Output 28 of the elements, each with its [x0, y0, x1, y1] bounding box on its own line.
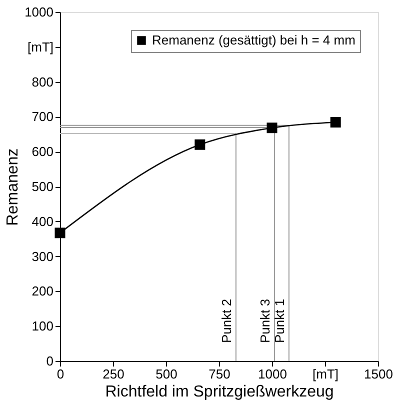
point [194, 139, 206, 150]
y-tick-label: 700 [32, 109, 54, 124]
y-tick-label: 400 [32, 214, 54, 229]
point [54, 228, 66, 238]
y-axis-title: Remanenz [4, 148, 22, 226]
y-tick-label: 0 [46, 354, 54, 368]
x-tick-label: 250 [102, 366, 124, 382]
x-tick-label: 0 [56, 366, 64, 382]
ref-line-label: Punkt 2 [218, 298, 234, 343]
y-tick-label: 100 [32, 318, 54, 334]
point [330, 117, 341, 128]
x-tick-label: 750 [208, 366, 230, 382]
y-tick-label: 200 [32, 284, 54, 299]
y-tick-label: 600 [32, 144, 54, 160]
y-tick-label: 1000 [24, 4, 54, 20]
y-tick-label: 300 [32, 248, 54, 264]
x-tick-label: 1000 [258, 366, 287, 382]
ref-line-label: Punkt 1 [272, 298, 287, 343]
ref-line-label: Punkt 3 [258, 298, 273, 343]
x-tick-label: 500 [156, 366, 178, 382]
point [266, 122, 278, 134]
y-tick-label: [mT] [28, 39, 54, 54]
x-tick-label: [mT] [312, 366, 338, 382]
x-tick-label: 1500 [364, 366, 393, 382]
legend-label: Remanenz (gesättigt) bei h = 4 mm [152, 32, 356, 48]
y-tick-label: 800 [32, 74, 54, 90]
y-tick-label: 500 [32, 179, 54, 194]
x-axis-title: Richtfeld im Spritzgießwerkzeug [105, 384, 334, 400]
